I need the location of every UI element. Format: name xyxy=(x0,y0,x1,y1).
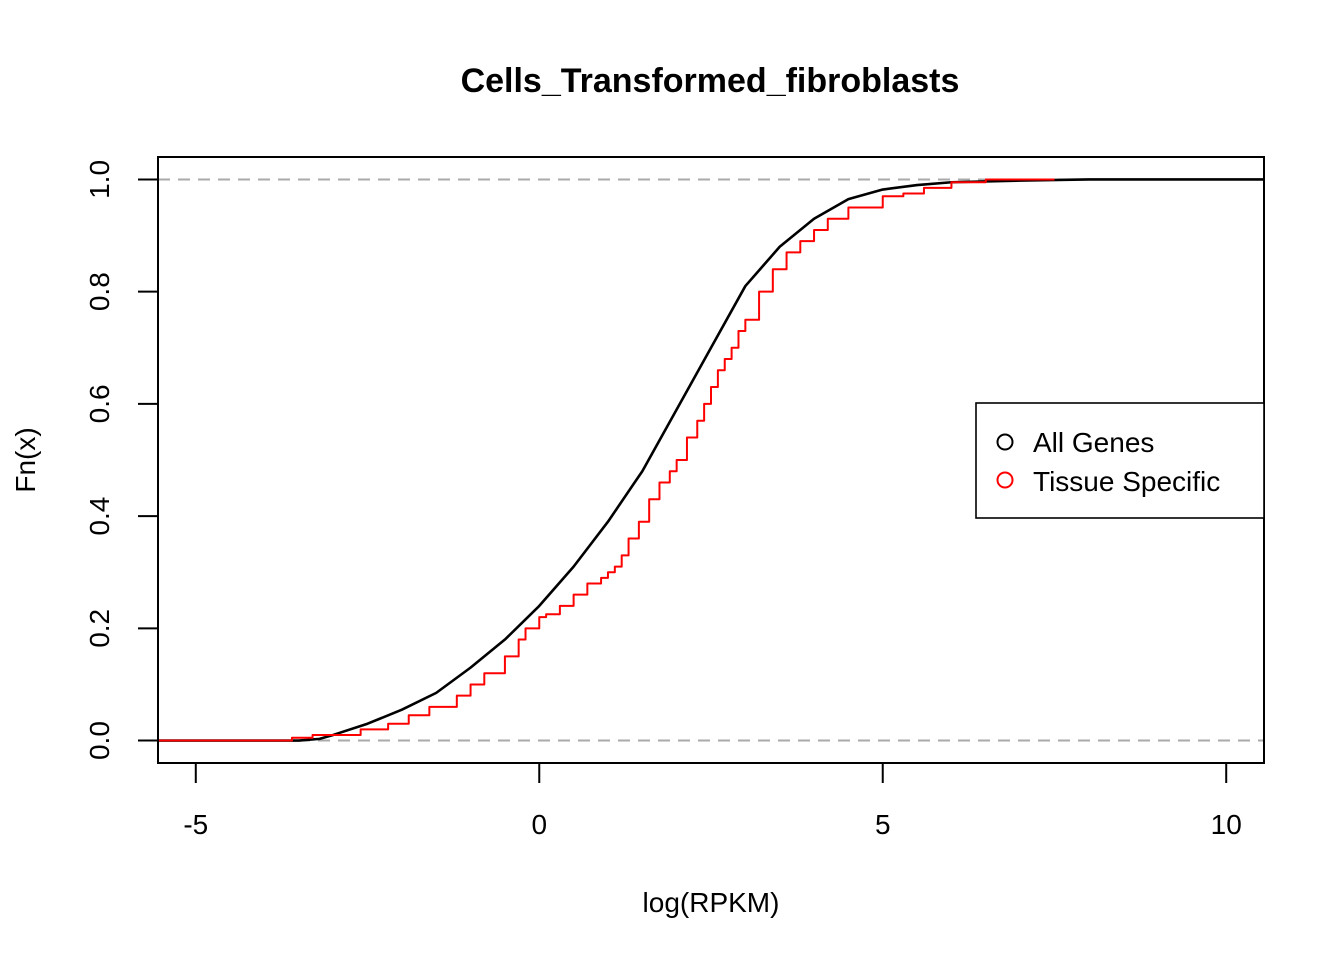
y-tick-label: 0.2 xyxy=(84,609,115,648)
x-axis: -5 0 5 10 xyxy=(183,762,1242,840)
y-tick-label: 0.8 xyxy=(84,272,115,311)
x-tick-label: 5 xyxy=(875,809,891,840)
x-tick-label: 10 xyxy=(1211,809,1242,840)
series-line-all-genes xyxy=(158,178,1264,742)
legend-label-tissue-specific: Tissue Specific xyxy=(1033,466,1220,497)
chart-title: Cells_Transformed_fibroblasts xyxy=(461,62,960,100)
legend-box xyxy=(975,402,1265,519)
y-tick-label: 0.4 xyxy=(84,497,115,536)
y-axis-label: Fn(x) xyxy=(10,427,41,492)
series-layer xyxy=(158,178,1264,742)
legend: All Genes Tissue Specific xyxy=(975,402,1265,519)
y-tick-label: 0.6 xyxy=(84,384,115,423)
x-tick-label: 0 xyxy=(531,809,547,840)
y-tick-label: 0.0 xyxy=(84,721,115,760)
y-tick-label: 1.0 xyxy=(84,160,115,199)
x-tick-label: -5 xyxy=(183,809,208,840)
legend-label-all-genes: All Genes xyxy=(1033,427,1154,458)
legend-marker-tissue-specific xyxy=(996,471,1014,489)
x-axis-label: log(RPKM) xyxy=(643,887,780,918)
legend-marker-all-genes xyxy=(996,433,1014,451)
series-line-tissue-specific xyxy=(158,178,1055,742)
y-axis: 0.0 0.2 0.4 0.6 0.8 1.0 xyxy=(84,160,159,760)
